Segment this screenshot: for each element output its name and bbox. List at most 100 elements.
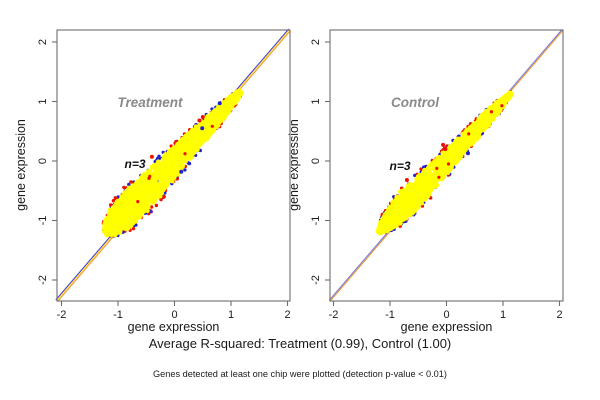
inner-point — [467, 132, 471, 136]
core-point — [145, 186, 151, 192]
core-point — [472, 126, 478, 132]
outlier-point — [441, 142, 446, 147]
outlier-point — [443, 147, 448, 152]
fringe-point — [111, 199, 116, 203]
plot-box — [56, 29, 291, 302]
core-point — [433, 172, 439, 177]
core-point — [205, 123, 210, 128]
core-point — [155, 195, 160, 200]
core-point — [190, 129, 196, 134]
core-point — [124, 207, 130, 213]
x-tick-label: 1 — [500, 309, 506, 321]
core-point — [401, 217, 406, 222]
core-point — [148, 196, 154, 202]
y-axis-title: gene expression — [287, 119, 301, 211]
core-point — [405, 204, 411, 210]
core-point — [129, 188, 134, 194]
n-annotation: n=3 — [389, 159, 410, 173]
core-point — [138, 211, 144, 217]
core-point — [103, 230, 109, 236]
core-point — [104, 225, 109, 231]
core-point — [447, 167, 452, 173]
core-point — [434, 159, 439, 164]
y-tick-label: 1 — [310, 98, 322, 104]
core-point — [134, 190, 139, 196]
fringe-point — [162, 194, 166, 199]
core-point — [431, 166, 436, 172]
fringe-point — [183, 168, 187, 172]
core-point — [413, 208, 418, 213]
core-point — [491, 104, 496, 109]
core-point — [206, 119, 212, 125]
inner-point — [147, 176, 151, 180]
y-tick-label: 1 — [37, 98, 49, 104]
core-point — [188, 132, 193, 138]
core-point — [115, 198, 120, 204]
fringe-point — [109, 203, 113, 207]
outlier-point — [162, 172, 167, 177]
caption-detection-note: Genes detected at least one chip were pl… — [153, 369, 447, 379]
core-point — [377, 227, 383, 233]
panel-0-points — [101, 88, 244, 238]
n-annotation: n=3 — [124, 157, 145, 171]
core-point — [452, 143, 458, 148]
core-point — [491, 107, 497, 113]
core-point — [229, 95, 234, 100]
core-point — [228, 102, 234, 107]
x-tick-label: -1 — [113, 309, 123, 321]
core-point — [388, 221, 393, 227]
core-point — [160, 161, 166, 166]
inner-point — [435, 166, 439, 170]
core-point — [405, 192, 410, 197]
core-point — [452, 147, 458, 152]
core-point — [172, 153, 177, 159]
core-point — [233, 90, 239, 95]
core-point — [495, 107, 501, 112]
core-point — [143, 175, 148, 180]
outlier-point — [200, 126, 205, 131]
core-point — [499, 97, 504, 102]
core-point — [505, 95, 511, 100]
core-point — [122, 221, 127, 226]
core-point — [153, 167, 158, 173]
core-point — [152, 188, 158, 194]
core-point — [446, 146, 452, 151]
core-point — [114, 202, 119, 208]
fringe-point — [122, 185, 126, 190]
core-point — [159, 171, 164, 176]
core-point — [450, 157, 456, 162]
core-point — [142, 191, 147, 196]
panel-treatment: -2 -1 0 1 2 -2 -1 0 1 2 gene expression … — [14, 28, 291, 334]
core-point — [180, 157, 186, 162]
core-point — [188, 148, 193, 154]
inner-point — [136, 200, 140, 204]
core-point — [157, 164, 162, 169]
core-point — [390, 214, 395, 219]
core-point — [134, 213, 139, 219]
x-tick-label: -1 — [385, 309, 395, 321]
core-point — [164, 167, 170, 172]
x-tick-label: 2 — [556, 309, 562, 321]
core-point — [421, 171, 427, 176]
core-point — [410, 182, 416, 188]
core-point — [394, 201, 399, 206]
x-tick-label: 2 — [284, 309, 290, 321]
fringe-point — [157, 154, 161, 158]
y-tick-label: -1 — [310, 216, 322, 226]
outlier-point — [168, 176, 172, 181]
inner-point — [489, 110, 493, 114]
core-point — [222, 112, 227, 117]
core-point — [426, 184, 431, 189]
core-point — [217, 112, 223, 118]
core-point — [108, 228, 114, 234]
x-tick-label: 1 — [228, 309, 234, 321]
core-point — [206, 134, 211, 140]
core-point — [391, 221, 396, 226]
outlier-point — [149, 154, 154, 159]
core-point — [386, 207, 391, 212]
fringe-point — [154, 203, 159, 208]
core-point — [441, 174, 447, 180]
inner-point — [437, 175, 441, 179]
caption-r-squared: Average R-squared: Treatment (0.99), Con… — [149, 336, 452, 351]
core-point — [433, 181, 439, 186]
